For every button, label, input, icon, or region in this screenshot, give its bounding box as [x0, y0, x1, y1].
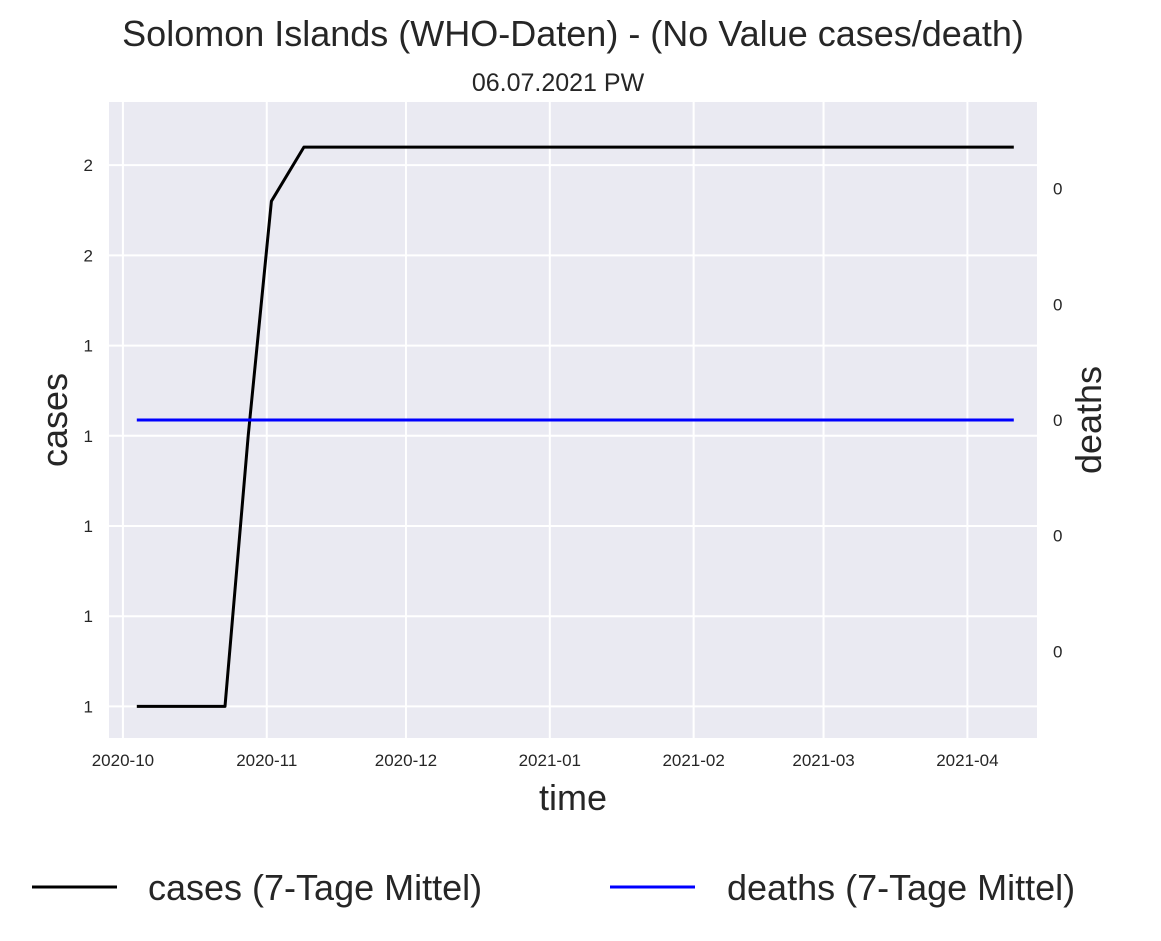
y-tick-label: 1 — [84, 337, 93, 356]
y-tick-label: 2 — [84, 156, 93, 175]
y2-tick-label: 0 — [1053, 642, 1062, 661]
y-tick-label: 2 — [84, 246, 93, 265]
y2-tick-label: 0 — [1053, 527, 1062, 546]
chart-title: Solomon Islands (WHO-Daten) - (No Value … — [122, 13, 1024, 54]
x-tick-label: 2021-03 — [792, 751, 854, 770]
y-axis-label: cases — [34, 373, 75, 467]
legend: cases (7-Tage Mittel) deaths (7-Tage Mit… — [32, 867, 1075, 908]
y-tick-label: 1 — [84, 607, 93, 626]
y2-tick-label: 0 — [1053, 411, 1062, 430]
x-axis-label: time — [539, 777, 607, 818]
x-tick-label: 2020-10 — [92, 751, 154, 770]
tick-labels: 2020-10 2020-11 2020-12 2021-01 2021-02 2021-… — [84, 156, 1063, 770]
x-tick-label: 2021-01 — [519, 751, 581, 770]
y2-tick-label: 0 — [1053, 180, 1062, 199]
y-tick-label: 1 — [84, 427, 93, 446]
y2-tick-label: 0 — [1053, 295, 1062, 314]
series-lines — [136, 145, 1014, 708]
y-tick-label: 1 — [84, 517, 93, 536]
x-tick-label: 2020-11 — [236, 751, 297, 770]
x-tick-label: 2021-04 — [936, 751, 998, 770]
x-tick-label: 2021-02 — [662, 751, 724, 770]
y-tick-label: 1 — [84, 697, 93, 716]
cases-line — [136, 145, 1014, 708]
y2-axis-label: deaths — [1068, 366, 1109, 474]
x-tick-label: 2020-12 — [375, 751, 437, 770]
legend-label-deaths: deaths (7-Tage Mittel) — [727, 867, 1075, 908]
legend-label-cases: cases (7-Tage Mittel) — [148, 867, 482, 908]
chart-subtitle: 06.07.2021 PW — [472, 69, 645, 97]
